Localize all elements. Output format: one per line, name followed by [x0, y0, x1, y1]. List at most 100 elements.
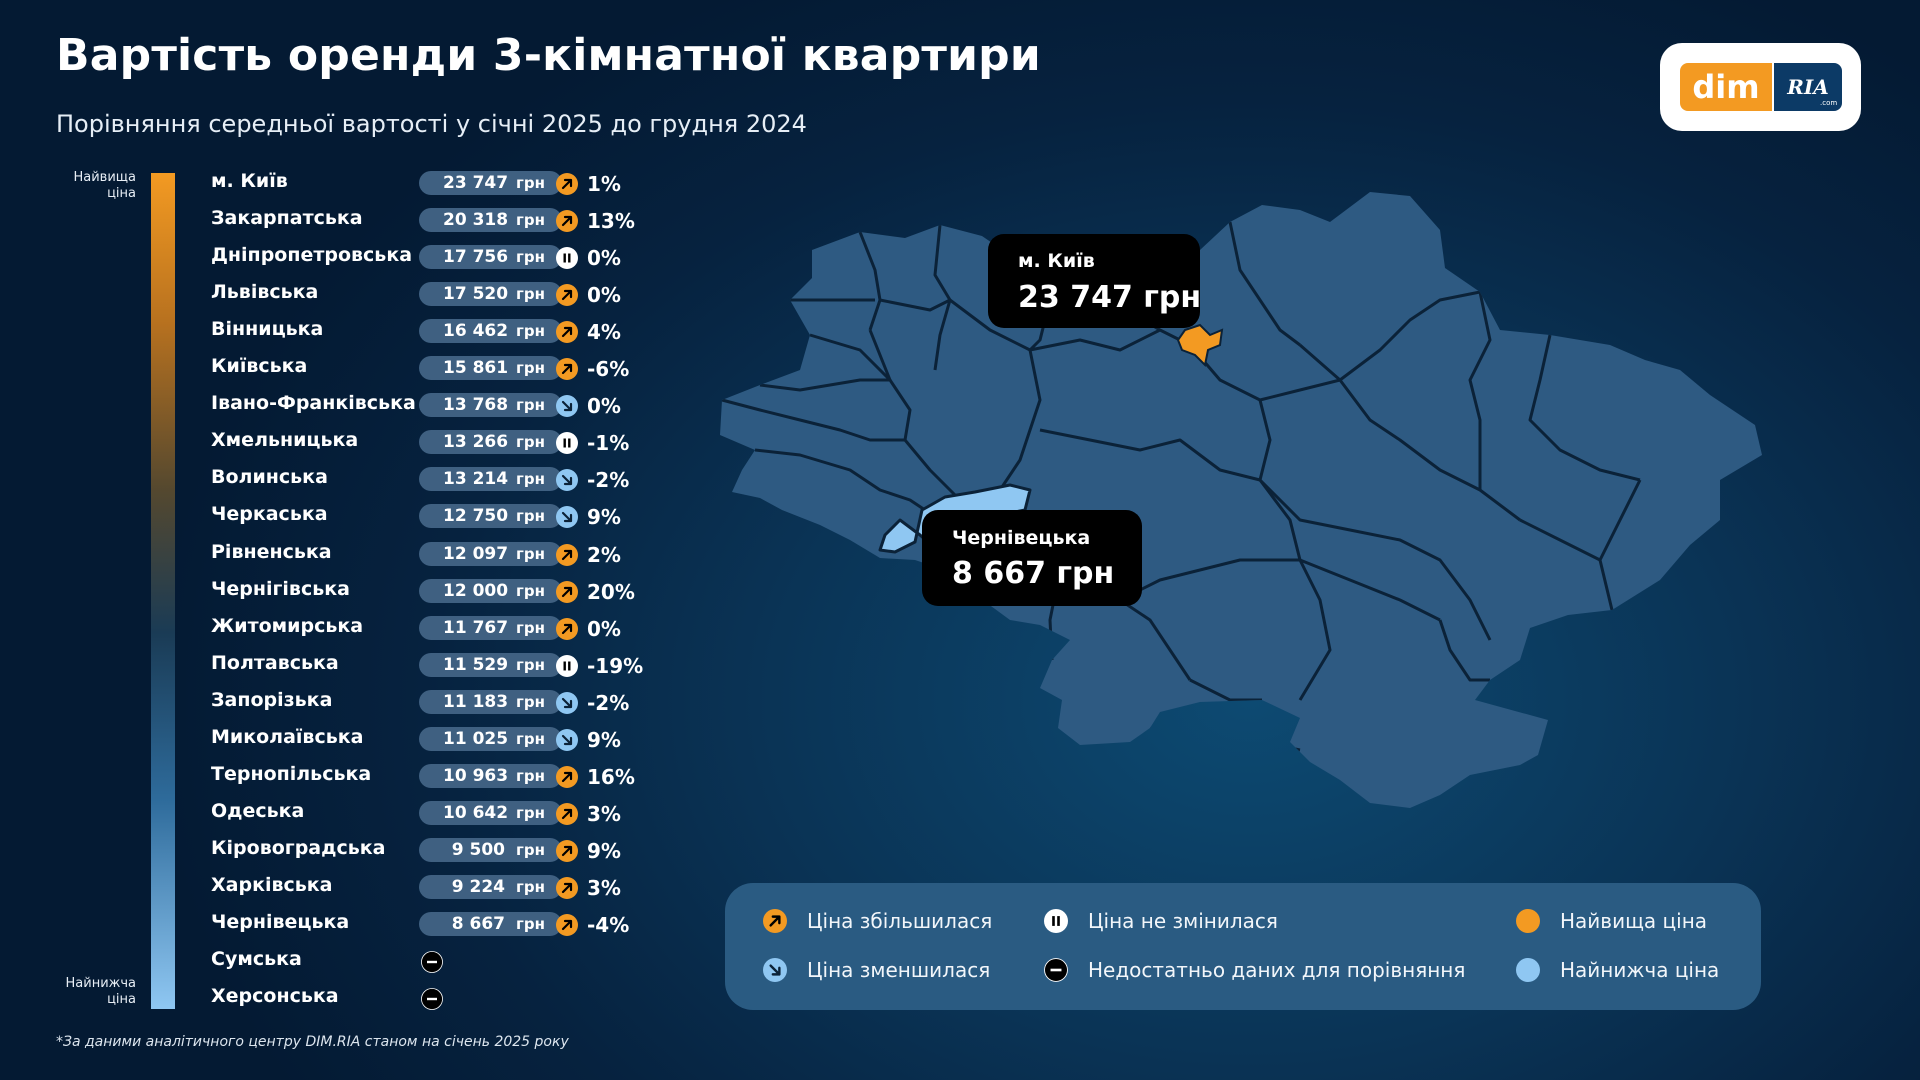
pause-icon — [1044, 909, 1068, 933]
price-unit: грн — [516, 248, 545, 267]
price-unit: грн — [516, 581, 545, 600]
price-unit: грн — [516, 803, 545, 822]
highest-region-kyiv[interactable] — [1176, 323, 1224, 368]
region-name: Миколаївська — [211, 725, 364, 748]
price-value: 12 097 — [443, 543, 509, 564]
callout-lowest: Чернівецька 8 667 грн — [922, 510, 1142, 606]
price-pill — [419, 319, 562, 344]
minus-icon — [421, 951, 443, 973]
region-name: Чернігівська — [211, 577, 350, 600]
callout-highest-name: м. Київ — [1018, 250, 1095, 272]
price-pill — [419, 837, 562, 862]
price-pill — [419, 763, 562, 788]
region-name: Хмельницька — [211, 429, 359, 452]
table-row: Волинська 13 214 грн -2% — [0, 462, 700, 492]
change-percent: -1% — [587, 431, 630, 456]
logo-dim-part: dim — [1680, 63, 1772, 111]
price-pill — [419, 282, 562, 307]
price-value: 9 224 — [451, 876, 505, 897]
region-name: Тернопільська — [211, 762, 372, 785]
price-value: 8 667 — [451, 914, 505, 934]
pause-icon — [556, 247, 578, 270]
table-row: Київська 15 861 грн -6% — [0, 351, 700, 381]
price-unit: грн — [516, 470, 545, 489]
region-name: Сумська — [211, 948, 302, 971]
change-percent: -19% — [587, 653, 644, 678]
table-row: Дніпропетровська 17 756 грн 0% — [0, 240, 700, 270]
arrow-down-icon — [556, 506, 578, 529]
price-value: 11 529 — [443, 654, 509, 675]
arrow-up-icon — [556, 173, 578, 195]
table-row: Рівненська 12 097 грн 2% — [0, 537, 700, 567]
price-unit: грн — [516, 655, 545, 674]
table-row: Житомирська 11 767 грн 0% — [0, 611, 700, 641]
lowest-dot-icon — [1516, 958, 1540, 982]
price-pill — [419, 356, 562, 381]
price-value: 20 318 — [443, 210, 509, 231]
price-pill — [419, 578, 562, 603]
change-percent: -4% — [587, 913, 630, 937]
table-row: Полтавська 11 529 грн -19% — [0, 648, 700, 678]
price-pill — [419, 430, 562, 455]
price-value: 17 756 — [443, 247, 509, 268]
change-percent: -6% — [587, 357, 630, 382]
region-name: Одеська — [211, 799, 305, 822]
legend-unchanged-label: Ціна не змінилася — [1088, 909, 1278, 933]
price-unit: грн — [516, 507, 545, 526]
price-value: 13 214 — [443, 469, 509, 490]
price-value: 13 266 — [443, 432, 509, 453]
price-unit: грн — [516, 618, 545, 637]
logo-com-suffix: .com — [1820, 99, 1838, 107]
region-name: Вінницька — [211, 318, 324, 341]
arrow-up-icon — [763, 909, 787, 933]
table-row: Миколаївська 11 025 грн 9% — [0, 722, 700, 752]
region-name: Київська — [211, 355, 308, 378]
region-name: Запорізька — [211, 688, 333, 711]
price-value: 17 520 — [443, 284, 509, 305]
change-percent: 16% — [587, 764, 635, 789]
price-pill — [419, 652, 562, 677]
change-percent: 20% — [587, 579, 635, 604]
pause-icon — [556, 654, 578, 677]
highest-dot-icon — [1516, 909, 1540, 933]
arrow-up-icon — [556, 802, 578, 825]
region-name: Херсонська — [211, 985, 339, 1008]
legend-increase: Ціна збільшилася — [763, 909, 992, 933]
legend-lowest-label: Найнижча ціна — [1560, 958, 1720, 982]
price-pill — [419, 874, 562, 899]
region-name: Волинська — [211, 466, 328, 489]
price-pill — [419, 467, 562, 492]
dim-ria-logo[interactable]: dim RIA .com — [1660, 43, 1861, 131]
price-unit: грн — [516, 729, 545, 748]
change-percent: 2% — [587, 542, 621, 567]
price-unit: грн — [516, 211, 545, 230]
price-pill — [419, 800, 562, 825]
region-name: Чернівецька — [211, 911, 350, 933]
table-row: Закарпатська 20 318 грн 13% — [0, 203, 700, 233]
price-value: 12 000 — [443, 580, 509, 601]
minus-icon — [1044, 958, 1068, 982]
change-percent: 3% — [587, 875, 621, 900]
arrow-up-icon — [556, 358, 578, 381]
table-row: м. Київ 23 747 грн 1% — [0, 166, 700, 196]
arrow-down-icon — [763, 958, 787, 982]
price-unit: грн — [516, 285, 545, 304]
price-unit: грн — [516, 840, 545, 859]
table-row: Запорізька 11 183 грн -2% — [0, 685, 700, 715]
table-row: Чернігівська 12 000 грн 20% — [0, 574, 700, 604]
price-value: 13 768 — [443, 395, 509, 416]
callout-highest-price: 23 747 грн — [1018, 280, 1202, 315]
map-regions — [720, 192, 1762, 808]
region-name: Харківська — [211, 873, 333, 896]
legend-insufficient-label: Недостатньо даних для порівняння — [1088, 958, 1466, 982]
change-percent: 9% — [587, 727, 621, 752]
price-pill — [419, 504, 562, 529]
price-unit: грн — [516, 692, 545, 711]
price-pill — [419, 615, 562, 640]
price-pill — [419, 726, 562, 751]
price-unit: грн — [516, 396, 545, 415]
footnote: *За даними аналітичного центру DIM.RIA с… — [56, 1034, 569, 1050]
legend-highest: Найвища ціна — [1516, 909, 1707, 933]
price-value: 15 861 — [443, 358, 509, 379]
logo-ria-part: RIA — [1774, 63, 1842, 111]
